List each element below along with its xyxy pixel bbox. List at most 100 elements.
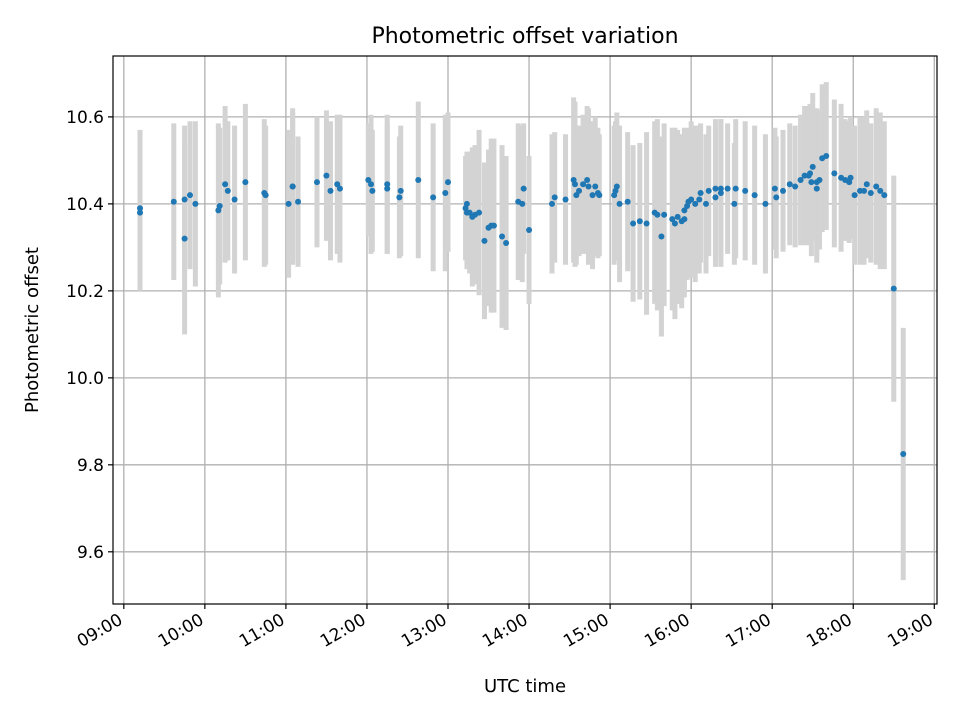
chart-title: Photometric offset variation xyxy=(371,24,678,49)
data-point xyxy=(797,176,804,183)
x-axis-label: UTC time xyxy=(484,676,566,697)
data-point xyxy=(562,196,569,203)
data-point xyxy=(334,181,341,188)
data-point xyxy=(592,183,599,190)
data-points xyxy=(137,153,907,457)
data-point xyxy=(712,194,719,201)
data-point xyxy=(584,176,591,183)
data-point xyxy=(863,181,870,188)
data-point xyxy=(847,174,854,181)
data-point xyxy=(823,153,830,160)
data-point xyxy=(430,194,437,201)
data-point xyxy=(231,196,238,203)
data-point xyxy=(643,220,650,227)
data-point xyxy=(867,190,874,196)
data-point xyxy=(742,187,749,194)
data-point xyxy=(551,194,558,201)
data-point xyxy=(384,181,391,188)
data-point xyxy=(549,200,556,207)
data-point xyxy=(851,192,858,199)
data-point xyxy=(900,450,907,457)
data-point xyxy=(890,285,897,292)
grid-lines xyxy=(113,56,937,604)
data-point xyxy=(463,200,470,207)
data-point xyxy=(137,205,144,212)
data-point xyxy=(771,185,778,192)
data-point xyxy=(576,187,583,194)
data-point xyxy=(573,192,580,199)
data-point xyxy=(181,196,188,203)
data-point xyxy=(671,220,678,227)
data-point xyxy=(520,185,527,192)
data-point xyxy=(816,176,823,183)
data-point xyxy=(731,200,738,207)
data-point xyxy=(813,185,820,192)
data-point xyxy=(262,192,269,199)
data-point xyxy=(751,192,758,199)
data-point xyxy=(186,192,193,199)
data-point xyxy=(519,200,526,207)
data-point xyxy=(585,183,592,190)
data-point xyxy=(369,187,376,194)
data-point xyxy=(503,240,510,247)
data-point xyxy=(658,233,665,240)
data-point xyxy=(397,187,404,194)
data-point xyxy=(724,185,731,192)
y-axis-label: Photometric offset xyxy=(22,247,43,413)
data-point xyxy=(697,190,704,196)
data-point xyxy=(396,194,403,201)
data-point xyxy=(384,185,391,192)
data-point xyxy=(313,179,320,186)
data-point xyxy=(242,179,249,186)
data-point xyxy=(681,216,688,223)
data-point xyxy=(181,235,188,242)
data-point xyxy=(717,185,724,192)
data-point xyxy=(712,185,719,192)
data-point xyxy=(613,183,620,190)
data-point xyxy=(705,187,712,194)
data-point xyxy=(481,237,488,244)
data-point xyxy=(861,187,868,194)
data-point xyxy=(466,209,473,216)
data-point xyxy=(669,216,676,223)
data-point xyxy=(762,200,769,207)
data-point xyxy=(289,183,296,190)
data-point xyxy=(688,196,695,203)
data-point xyxy=(873,183,880,190)
data-point xyxy=(703,200,710,207)
data-point xyxy=(336,185,343,192)
data-point xyxy=(295,198,302,205)
data-point xyxy=(654,211,661,218)
axes-frame xyxy=(112,55,938,605)
data-point xyxy=(216,203,223,210)
data-point xyxy=(692,200,699,207)
data-point xyxy=(636,218,643,225)
data-point xyxy=(786,181,793,188)
data-point xyxy=(526,226,533,233)
data-point xyxy=(624,198,631,205)
y-tick-label: 10.2 xyxy=(66,282,104,302)
data-point xyxy=(368,181,375,188)
data-point xyxy=(415,176,422,183)
data-point xyxy=(808,179,815,186)
data-point xyxy=(285,200,292,207)
data-point xyxy=(170,198,177,205)
data-point xyxy=(877,187,884,194)
data-point xyxy=(681,207,688,214)
data-point xyxy=(780,187,787,194)
data-point xyxy=(809,163,816,170)
y-tick-label: 10.6 xyxy=(66,108,104,128)
data-point xyxy=(881,192,888,199)
data-point xyxy=(696,196,703,203)
data-point xyxy=(499,233,506,240)
data-point xyxy=(661,211,668,218)
y-tick-label: 9.8 xyxy=(77,456,104,476)
data-point xyxy=(792,183,799,190)
data-point xyxy=(442,190,449,196)
data-point xyxy=(717,190,724,196)
y-tick-label: 10.0 xyxy=(66,369,104,389)
data-point xyxy=(807,170,814,177)
data-point xyxy=(224,187,231,194)
